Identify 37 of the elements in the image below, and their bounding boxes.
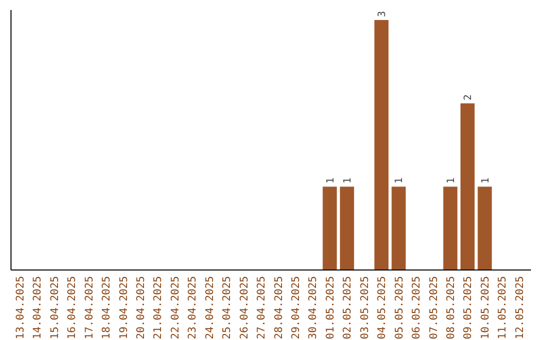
x-tick-label: 01.05.2025 <box>324 276 336 340</box>
x-tick-label: 12.05.2025 <box>514 276 526 340</box>
x-tick-label: 05.05.2025 <box>393 276 406 340</box>
x-tick-label: 11.05.2025 <box>496 276 509 340</box>
x-tick-label: 13.04.2025 <box>14 276 26 340</box>
x-tick-label: 03.05.2025 <box>358 276 371 340</box>
data-label: 1 <box>480 178 492 184</box>
x-tick-label: 24.04.2025 <box>204 276 216 340</box>
x-tick-label: 14.04.2025 <box>32 276 44 340</box>
x-tick-label: 21.04.2025 <box>152 276 164 340</box>
data-label: 2 <box>463 94 474 100</box>
data-label: 1 <box>325 178 336 184</box>
x-tick-label: 25.04.2025 <box>221 276 234 340</box>
data-label: 1 <box>342 178 354 184</box>
x-tick-label: 18.04.2025 <box>100 276 113 340</box>
x-tick-label: 10.05.2025 <box>479 276 492 340</box>
x-tick-label: 16.04.2025 <box>66 276 78 340</box>
x-tick-label: 30.04.2025 <box>307 276 320 340</box>
x-tick-label: 15.04.2025 <box>48 276 61 340</box>
x-tick-label: 26.04.2025 <box>238 276 250 340</box>
x-tick-label: 02.05.2025 <box>342 276 354 340</box>
x-tick-label: 17.04.2025 <box>83 276 96 340</box>
x-tick-label: 29.04.2025 <box>290 276 302 340</box>
x-tick-label: 07.05.2025 <box>428 276 440 340</box>
x-tick-label: 22.04.2025 <box>169 276 182 340</box>
x-tick-label: 09.05.2025 <box>462 276 474 340</box>
x-tick-label: 20.04.2025 <box>135 276 148 340</box>
x-tick-label: 27.04.2025 <box>256 276 268 340</box>
x-tick-label: 08.05.2025 <box>445 276 458 340</box>
x-tick-label: 19.04.2025 <box>118 276 130 340</box>
data-label: 1 <box>446 178 457 184</box>
x-tick-label: 28.04.2025 <box>272 276 285 340</box>
data-label: 3 <box>376 10 388 17</box>
x-tick-label: 04.05.2025 <box>376 276 388 340</box>
x-tick-label: 23.04.2025 <box>186 276 199 340</box>
data-label: 1 <box>394 178 406 184</box>
x-tick-label: 06.05.2025 <box>410 276 423 340</box>
